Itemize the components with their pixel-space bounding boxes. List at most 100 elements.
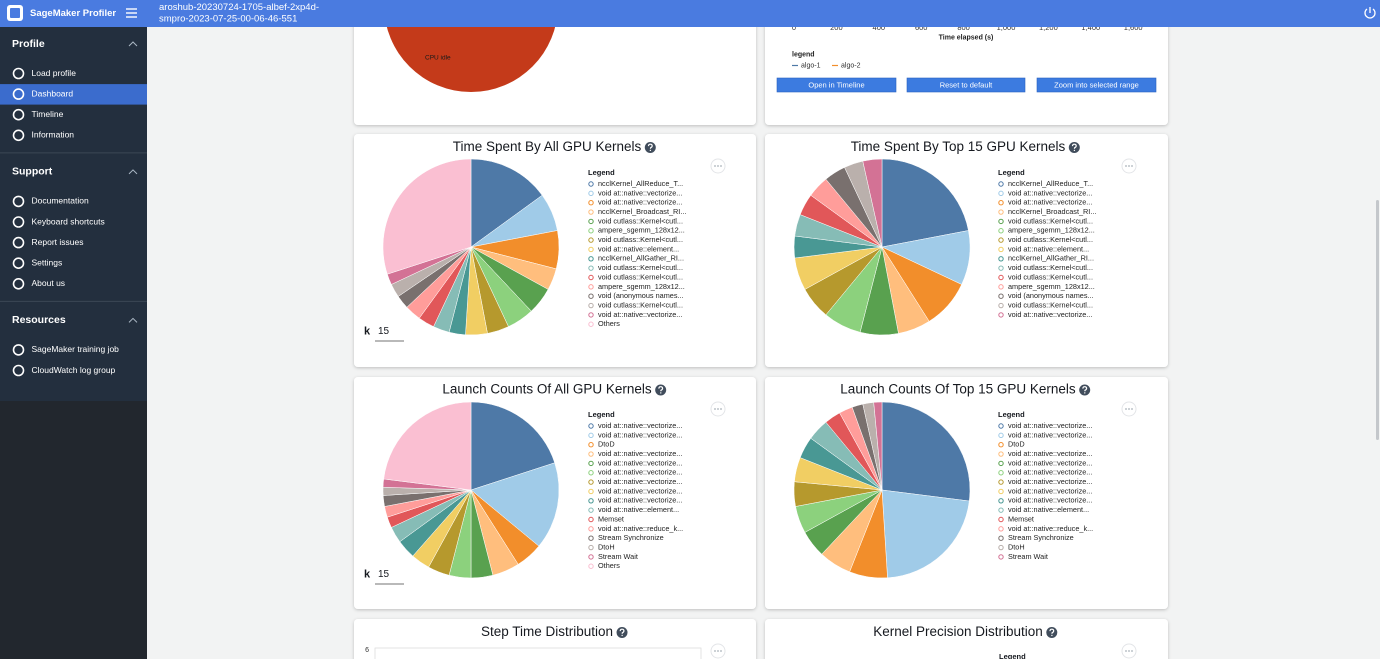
legend-marker[interactable]: [998, 190, 1004, 197]
legend-marker[interactable]: [998, 237, 1004, 243]
legend-label[interactable]: void at::native::vectorize...: [598, 188, 682, 197]
legend-label[interactable]: void at::native::vectorize...: [598, 468, 682, 477]
legend-marker[interactable]: [998, 451, 1004, 457]
legend-marker[interactable]: [588, 265, 594, 271]
nav-icon[interactable]: [12, 277, 25, 290]
legend-label[interactable]: void at::native::element...: [598, 244, 679, 253]
legend-label[interactable]: void at::native::vectorize...: [598, 458, 682, 467]
legend-label[interactable]: void at::native::vectorize...: [1008, 310, 1092, 319]
legend-label[interactable]: ncclKernel_AllGather_RI...: [1008, 254, 1094, 263]
legend-label[interactable]: Memset: [1008, 514, 1034, 523]
legend-marker[interactable]: [588, 544, 594, 551]
legend-marker[interactable]: [998, 423, 1004, 429]
legend-label[interactable]: void at::native::vectorize...: [598, 477, 682, 486]
help-icon[interactable]: [1046, 627, 1058, 638]
legend-marker[interactable]: [998, 442, 1004, 448]
legend-marker[interactable]: [998, 293, 1004, 299]
legend-label[interactable]: void cutlass::Kernel<cutl...: [598, 235, 683, 244]
legend-label[interactable]: void at::native::vectorize...: [598, 310, 682, 319]
legend-marker[interactable]: [588, 488, 594, 495]
button-bg[interactable]: [776, 77, 897, 93]
help-icon[interactable]: [616, 627, 628, 638]
nav-icon[interactable]: [12, 236, 25, 249]
legend-label[interactable]: void cutlass::Kernel<cutl...: [1008, 272, 1093, 281]
legend-label[interactable]: Others: [598, 319, 620, 328]
legend-label[interactable]: Stream Wait: [598, 552, 638, 561]
legend-label[interactable]: DtoD: [598, 440, 615, 449]
legend-marker[interactable]: [998, 432, 1004, 439]
more-menu[interactable]: [1121, 401, 1137, 417]
legend-marker[interactable]: [588, 302, 594, 309]
legend-label[interactable]: void at::native::vectorize...: [598, 198, 682, 207]
legend-marker[interactable]: [588, 526, 594, 532]
legend-marker[interactable]: [588, 460, 594, 467]
legend-label[interactable]: Stream Synchronize: [1008, 533, 1074, 542]
nav-icon[interactable]: [12, 129, 25, 142]
legend-marker[interactable]: [998, 498, 1004, 504]
legend-label[interactable]: void at::native::vectorize...: [1008, 421, 1092, 430]
nav-item[interactable]: Timeline: [32, 109, 64, 119]
legend-label[interactable]: void at::native::reduce_k...: [1008, 524, 1093, 533]
nav-item[interactable]: CloudWatch log group: [32, 365, 116, 375]
legend-label[interactable]: void at::native::vectorize...: [1008, 486, 1092, 495]
legend-marker[interactable]: [998, 526, 1004, 532]
more-menu[interactable]: [710, 643, 726, 659]
legend-marker[interactable]: [588, 451, 594, 457]
legend-marker[interactable]: [998, 554, 1004, 560]
legend-marker[interactable]: [588, 432, 594, 439]
legend-marker[interactable]: [588, 498, 594, 504]
legend-marker[interactable]: [588, 321, 594, 327]
legend-marker[interactable]: [998, 209, 1004, 215]
legend-label[interactable]: ampere_sgemm_128x12...: [1008, 282, 1095, 291]
legend-marker[interactable]: [998, 470, 1004, 476]
legend-marker[interactable]: [998, 256, 1004, 262]
legend-label[interactable]: void at::native::vectorize...: [1008, 198, 1092, 207]
legend-marker[interactable]: [998, 535, 1004, 541]
k-input-value[interactable]: 15: [378, 326, 390, 337]
legend-label[interactable]: DtoH: [1008, 542, 1025, 551]
nav-item[interactable]: About us: [32, 278, 66, 288]
legend-marker[interactable]: [588, 442, 594, 448]
legend-label[interactable]: void at::native::element...: [1008, 244, 1089, 253]
legend-marker[interactable]: [588, 423, 594, 429]
sidebar-section-title[interactable]: Resources: [12, 314, 66, 326]
button-bg[interactable]: [1036, 77, 1157, 93]
legend-marker[interactable]: [588, 516, 594, 523]
nav-icon[interactable]: [12, 257, 25, 270]
legend-marker[interactable]: [588, 293, 594, 299]
legend-marker[interactable]: [588, 507, 594, 513]
help-icon[interactable]: [655, 384, 667, 396]
power-icon[interactable]: [1364, 7, 1376, 19]
nav-item[interactable]: Information: [32, 130, 75, 140]
legend-marker[interactable]: [588, 284, 594, 290]
legend-label[interactable]: void at::native::reduce_k...: [598, 524, 683, 533]
more-menu[interactable]: [710, 158, 726, 174]
legend-label[interactable]: void cutlass::Kernel<cutl...: [598, 300, 683, 309]
legend-marker[interactable]: [998, 246, 1004, 253]
legend-label[interactable]: void (anonymous names...: [598, 291, 684, 300]
collapse-chevron[interactable]: [128, 169, 138, 175]
legend-marker[interactable]: [588, 237, 594, 243]
nav-icon[interactable]: [12, 88, 25, 100]
nav-item[interactable]: Settings: [32, 257, 63, 267]
legend-label[interactable]: void cutlass::Kernel<cutl...: [598, 272, 683, 281]
legend-marker[interactable]: [588, 256, 594, 262]
button-label[interactable]: Reset to default: [940, 80, 993, 89]
button-bg[interactable]: [906, 77, 1026, 93]
legend-label[interactable]: void (anonymous names...: [1008, 291, 1094, 300]
legend-label[interactable]: void at::native::vectorize...: [1008, 468, 1092, 477]
legend-label[interactable]: void cutlass::Kernel<cutl...: [1008, 235, 1093, 244]
legend-marker[interactable]: [998, 312, 1004, 318]
nav-item[interactable]: Report issues: [32, 237, 84, 247]
sidebar-section-title[interactable]: Profile: [12, 38, 45, 50]
button[interactable]: Open in Timeline: [776, 77, 897, 93]
button[interactable]: Zoom into selected range: [1036, 77, 1157, 93]
legend-marker[interactable]: [588, 209, 594, 215]
button-label[interactable]: Open in Timeline: [808, 80, 864, 89]
legend-label[interactable]: ampere_sgemm_128x12...: [1008, 226, 1095, 235]
legend-label[interactable]: void at::native::vectorize...: [1008, 188, 1092, 197]
legend-label[interactable]: void at::native::vectorize...: [1008, 449, 1092, 458]
legend-label[interactable]: void cutlass::Kernel<cutl...: [598, 263, 683, 272]
legend-marker[interactable]: [998, 488, 1004, 495]
legend-marker[interactable]: [588, 246, 594, 253]
